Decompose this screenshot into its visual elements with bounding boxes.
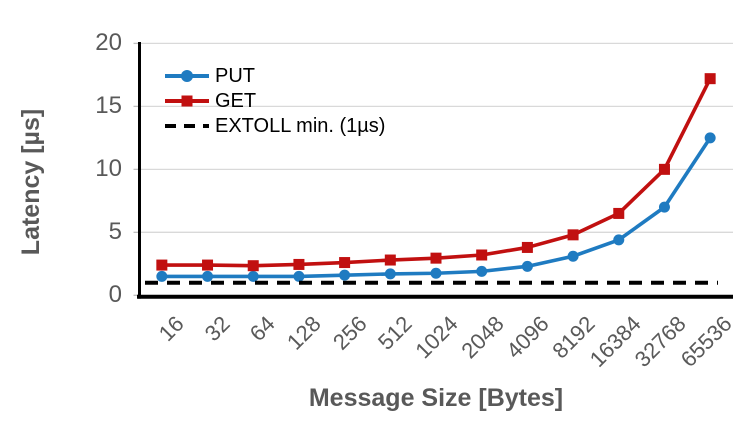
data-point-put (613, 234, 625, 246)
data-point-get (247, 260, 259, 272)
legend: PUT GET EXTOLL min. (1µs) (164, 64, 385, 138)
data-point-put (567, 250, 579, 262)
data-point-get (521, 241, 533, 253)
data-point-put (384, 268, 396, 280)
legend-item-get: GET (164, 89, 385, 113)
data-point-get (339, 257, 351, 269)
data-point-put (476, 265, 488, 277)
data-point-put (521, 260, 533, 272)
y-tick-label: 5 (108, 218, 122, 246)
legend-item-put: PUT (164, 64, 385, 88)
data-point-get (384, 254, 396, 266)
legend-marker-icon (165, 70, 209, 82)
data-point-put (247, 270, 259, 282)
data-point-get (476, 249, 488, 261)
data-point-put (658, 201, 670, 213)
data-point-put (202, 270, 214, 282)
data-point-put (293, 270, 305, 282)
data-point-put (156, 270, 168, 282)
legend-item-extoll-min: EXTOLL min. (1µs) (164, 114, 385, 138)
data-point-put (704, 132, 716, 144)
x-axis-title: Message Size [Bytes] (308, 384, 564, 412)
y-tick-label: 20 (95, 29, 122, 57)
legend-label: PUT (215, 65, 255, 87)
data-point-get (613, 207, 625, 219)
data-point-put (430, 267, 442, 279)
data-point-put (339, 269, 351, 281)
legend-label: EXTOLL min. (1µs) (215, 115, 386, 137)
data-point-get (704, 73, 716, 85)
y-tick-label: 15 (95, 92, 122, 120)
y-tick-label: 0 (108, 281, 122, 309)
data-point-get (567, 229, 579, 241)
data-point-get (430, 252, 442, 264)
legend-marker-icon (165, 124, 209, 128)
legend-marker-icon (165, 95, 209, 107)
y-tick-label: 10 (95, 155, 122, 183)
data-point-get (658, 163, 670, 175)
data-point-get (202, 259, 214, 271)
legend-label: GET (215, 90, 257, 112)
data-point-get (293, 258, 305, 270)
data-point-get (156, 259, 168, 271)
